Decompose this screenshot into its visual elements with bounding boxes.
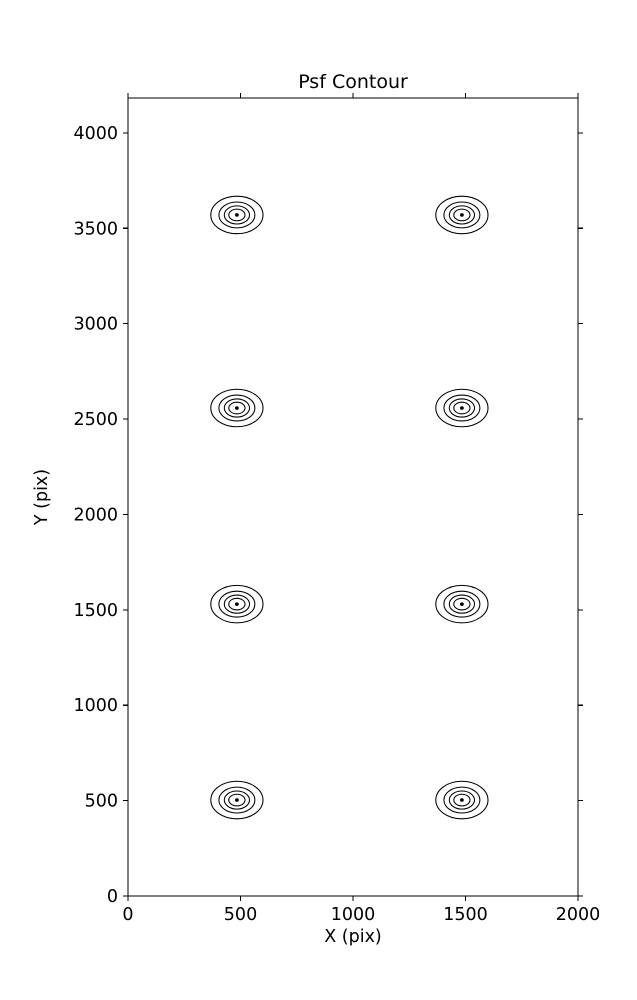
contour-ring-level-2 bbox=[223, 594, 251, 614]
contour-ring-level-0 bbox=[210, 780, 264, 820]
psf-contour-peak bbox=[435, 584, 489, 624]
contour-ring-level-0 bbox=[435, 780, 489, 820]
y-tick-label: 3500 bbox=[73, 219, 118, 239]
contour-peak-core bbox=[235, 602, 239, 606]
contour-ring-level-2 bbox=[223, 790, 251, 810]
contour-peak-core bbox=[235, 213, 239, 217]
contour-ring-level-2 bbox=[448, 205, 476, 225]
contour-ring-level-0 bbox=[210, 584, 264, 624]
x-tick-label: 1500 bbox=[443, 905, 488, 925]
contour-ring-level-2 bbox=[448, 790, 476, 810]
y-tick-label: 4000 bbox=[73, 124, 118, 144]
contour-ring-level-3 bbox=[228, 208, 246, 222]
contour-peak-core bbox=[460, 602, 464, 606]
contour-peak-core bbox=[460, 798, 464, 802]
x-axis-label: X (pix) bbox=[324, 927, 382, 947]
contour-ring-level-0 bbox=[210, 195, 264, 235]
contour-ring-level-3 bbox=[453, 597, 471, 611]
x-tick-label: 0 bbox=[122, 905, 133, 925]
contour-ring-level-3 bbox=[228, 401, 246, 415]
contour-ring-level-0 bbox=[435, 388, 489, 428]
contour-peaks-group bbox=[210, 195, 489, 820]
y-tick-label: 0 bbox=[107, 887, 118, 907]
contour-ring-level-3 bbox=[453, 208, 471, 222]
y-tick-label: 2000 bbox=[73, 505, 118, 525]
contour-ring-level-3 bbox=[228, 793, 246, 807]
contour-ring-level-2 bbox=[448, 398, 476, 418]
contour-ring-level-1 bbox=[218, 590, 256, 618]
y-tick-label: 500 bbox=[85, 792, 118, 812]
contour-ring-level-2 bbox=[448, 594, 476, 614]
psf-contour-peak bbox=[435, 780, 489, 820]
contour-peak-core bbox=[235, 798, 239, 802]
contour-ring-level-1 bbox=[218, 201, 256, 229]
y-tick-label: 3000 bbox=[73, 315, 118, 335]
psf-contour-peak bbox=[210, 195, 264, 235]
y-axis-label: Y (pix) bbox=[32, 469, 52, 526]
contour-peak-core bbox=[235, 406, 239, 410]
contour-ring-level-2 bbox=[223, 398, 251, 418]
x-axis-ticks: 0 500 1000 1500 2000 bbox=[122, 93, 600, 925]
contour-ring-level-2 bbox=[223, 205, 251, 225]
psf-contour-peak bbox=[210, 584, 264, 624]
contour-ring-level-0 bbox=[435, 195, 489, 235]
psf-contour-peak bbox=[210, 388, 264, 428]
y-axis-ticks: 0 500 1000 1500 2000 2500 3000 3500 4000 bbox=[73, 124, 583, 907]
contour-ring-level-3 bbox=[453, 793, 471, 807]
y-tick-label: 2500 bbox=[73, 410, 118, 430]
contour-ring-level-3 bbox=[453, 401, 471, 415]
contour-ring-level-1 bbox=[443, 394, 481, 422]
contour-ring-level-0 bbox=[210, 388, 264, 428]
contour-ring-level-1 bbox=[218, 786, 256, 814]
page-title: Psf Contour bbox=[298, 71, 408, 93]
x-tick-label: 500 bbox=[224, 905, 257, 925]
psf-contour-peak bbox=[210, 780, 264, 820]
contour-ring-level-0 bbox=[435, 584, 489, 624]
psf-contour-peak bbox=[435, 388, 489, 428]
contour-peak-core bbox=[460, 213, 464, 217]
contour-peak-core bbox=[460, 406, 464, 410]
contour-ring-level-1 bbox=[218, 394, 256, 422]
x-tick-label: 2000 bbox=[556, 905, 601, 925]
psf-contour-peak bbox=[435, 195, 489, 235]
contour-ring-level-1 bbox=[443, 590, 481, 618]
x-tick-label: 1000 bbox=[331, 905, 376, 925]
y-tick-label: 1500 bbox=[73, 601, 118, 621]
y-tick-label: 1000 bbox=[73, 696, 118, 716]
contour-ring-level-1 bbox=[443, 201, 481, 229]
contour-ring-level-3 bbox=[228, 597, 246, 611]
contour-ring-level-1 bbox=[443, 786, 481, 814]
